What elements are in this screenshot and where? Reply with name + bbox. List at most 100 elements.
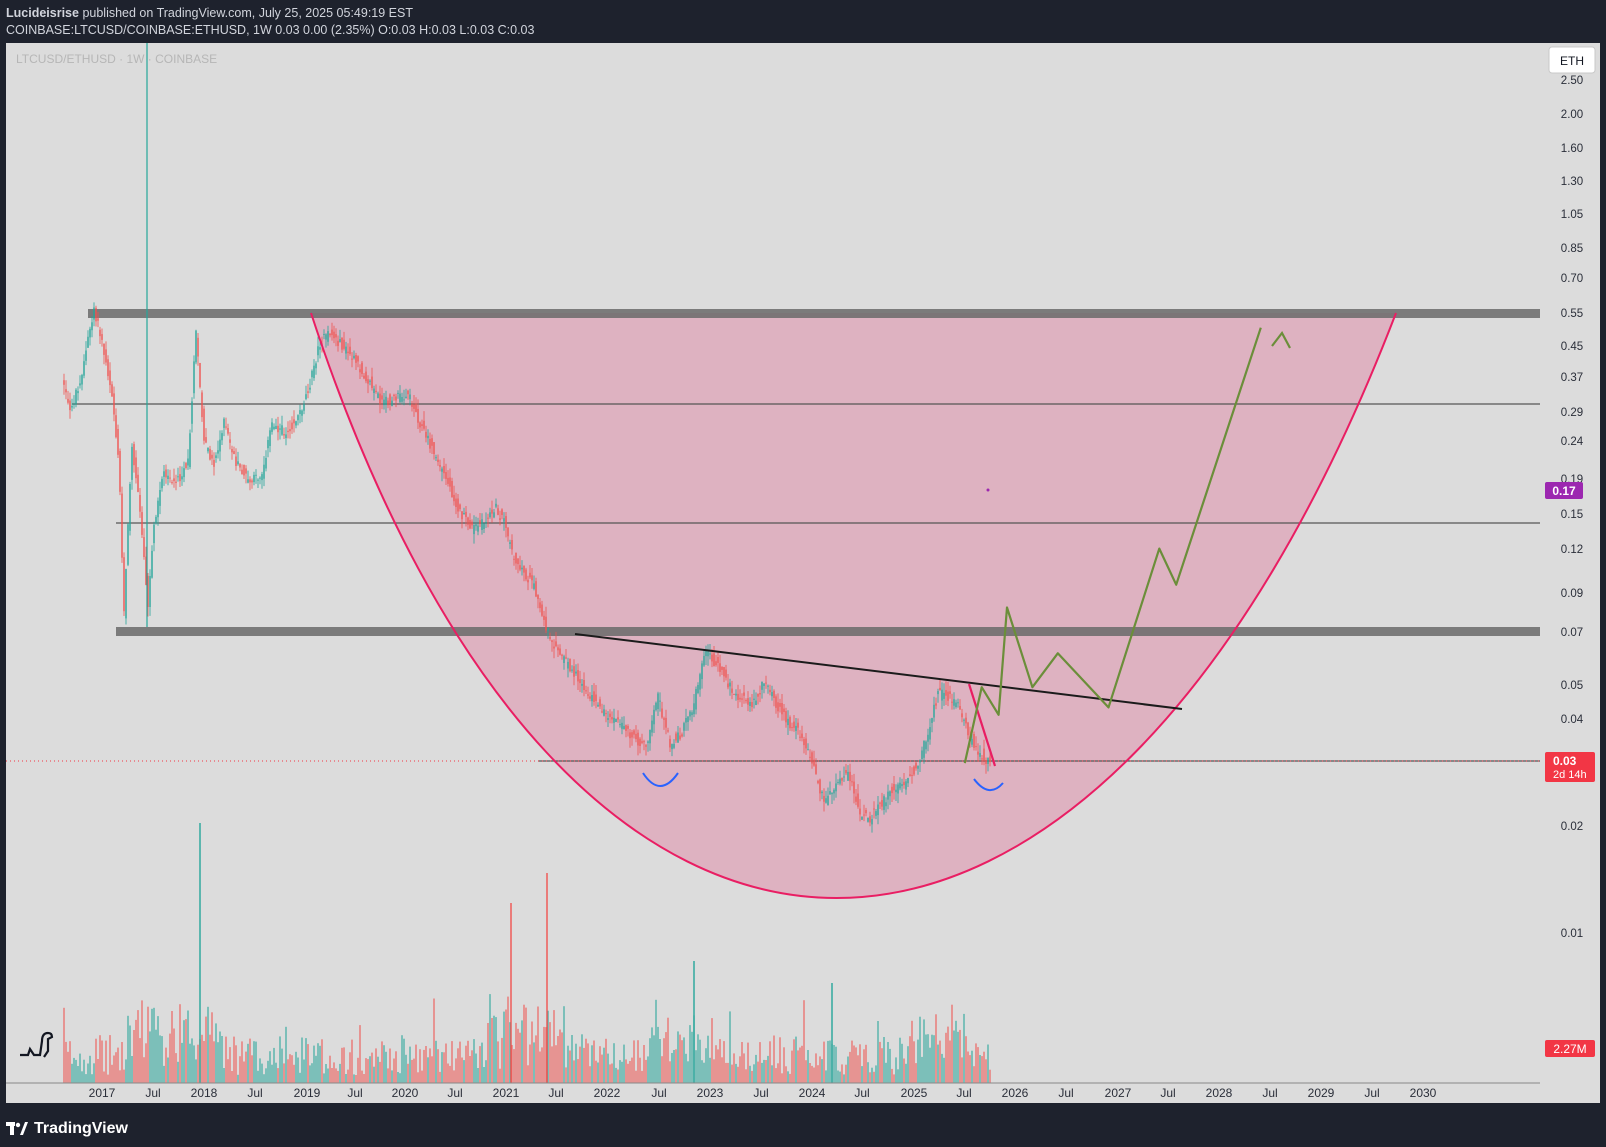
volume-bar [823,1041,825,1083]
candle-body [439,465,441,467]
candle-body [465,511,467,517]
candle-body [95,307,97,322]
footer-brand[interactable]: TradingView [6,1116,128,1142]
volume-bar [963,1013,965,1083]
time-axis-tick-23: Jul [1262,1086,1277,1100]
candle-body [183,468,185,478]
candle-body [433,442,435,454]
time-axis-tick-20: 2027 [1105,1086,1132,1100]
volume-bar [773,1035,775,1083]
candle-body [865,810,867,814]
volume-bar [393,1058,395,1083]
candle-body [499,518,501,520]
last-price-tag[interactable]: 0.03 2d 14h [1545,752,1595,782]
candle-body [387,400,389,406]
dinosaur-logo-icon[interactable] [20,1031,54,1058]
volume-bar [421,1070,423,1083]
price-axis[interactable]: 2.50 2.00 1.60 1.30 1.05 0.85 0.70 0.55 0.45 0.37… [1561,75,1584,940]
candle-body [771,692,773,697]
candle-body [987,758,989,764]
candle-body [935,703,937,706]
currency-button[interactable]: ETH [1548,46,1596,74]
volume-bar [439,1071,441,1083]
volume-bar [309,1065,311,1083]
candle-body [705,650,707,657]
candle-body [379,393,381,404]
support-zone-007[interactable] [116,627,1540,636]
volume-bar [271,1064,273,1083]
candle-body [953,699,955,706]
volume-bar [179,1004,181,1083]
volume-bar [713,1059,715,1083]
volume-bar [791,1050,793,1083]
alert-marker[interactable] [986,488,990,492]
candle-body [277,425,279,433]
candle-body [619,724,621,726]
volume-bar [355,1075,357,1083]
candle-body [971,738,973,745]
volume-bar [461,1057,463,1083]
volume-bar [571,1035,573,1083]
chart-area[interactable]: LTCUSD/ETHUSD · 1W · COINBASE [6,43,1600,1103]
candle-body [845,770,847,774]
volume-bar [767,1055,769,1083]
candle-body [229,439,231,443]
volume-bar [487,1023,489,1083]
volume-bar [545,1027,547,1083]
resistance-zone-055[interactable] [88,309,1540,318]
candle-body [541,604,543,616]
volume-bar [911,1020,913,1083]
symbol-line: COINBASE:LTCUSD/COINBASE:ETHUSD, 1W 0.03… [6,23,535,37]
candle-body [943,692,945,699]
volume-bar [235,1045,237,1083]
volume-bar [269,1051,271,1083]
volume-bar [479,1046,481,1083]
volume-bar [673,1050,675,1083]
volume-bar [881,1048,883,1083]
currency-label[interactable]: ETH [1560,54,1584,68]
candle-body [487,517,489,519]
candle-body [463,513,465,514]
candle-body [237,461,239,465]
candle-body [97,318,99,321]
candle-body [937,691,939,695]
dip-marker-2[interactable] [973,778,1004,791]
candlestick-series[interactable] [63,302,991,833]
candle-body [817,780,819,784]
last-price-value: 0.03 [1553,754,1577,768]
candle-body [851,781,853,783]
author-name[interactable]: Lucideisrise [6,6,79,20]
volume-bar [193,1045,195,1083]
descending-trendline[interactable] [574,633,1183,710]
volume-bar [133,1030,135,1083]
cup-pattern-outline[interactable] [310,312,1397,899]
volume-bar [151,1008,153,1083]
volume-tag[interactable]: 2.27M [1545,1040,1595,1057]
candle-body [261,474,263,481]
volume-bar [799,1047,801,1083]
volume-bar [975,1043,977,1083]
volume-bar [789,1073,791,1083]
pullback-line[interactable] [967,683,997,767]
price-chart[interactable]: LTCUSD/ETHUSD · 1W · COINBASE [6,43,1600,1103]
dip-marker-1[interactable] [642,772,679,787]
candle-body [569,659,571,672]
volume-bar [137,1010,139,1083]
candle-body [827,795,829,805]
time-axis[interactable]: 2017 Jul 2018 Jul 2019 Jul 2020 Jul 2021 Jul 2022 J… [89,1086,1437,1100]
candle-body [471,521,473,526]
candle-body [327,331,329,342]
volume-bar [559,1029,561,1083]
forecast-path[interactable] [963,327,1262,764]
candle-body [733,693,735,695]
volume-bar [217,1042,219,1083]
candle-body [753,698,755,700]
candle-body [919,760,921,763]
candle-body [553,646,555,649]
volume-bar [117,1047,119,1083]
candle-body [831,792,833,795]
volume-bar [97,1059,99,1083]
volume-bar [299,1072,301,1083]
candle-body [727,683,729,688]
alert-price-tag[interactable]: 0.17 [1545,482,1583,499]
